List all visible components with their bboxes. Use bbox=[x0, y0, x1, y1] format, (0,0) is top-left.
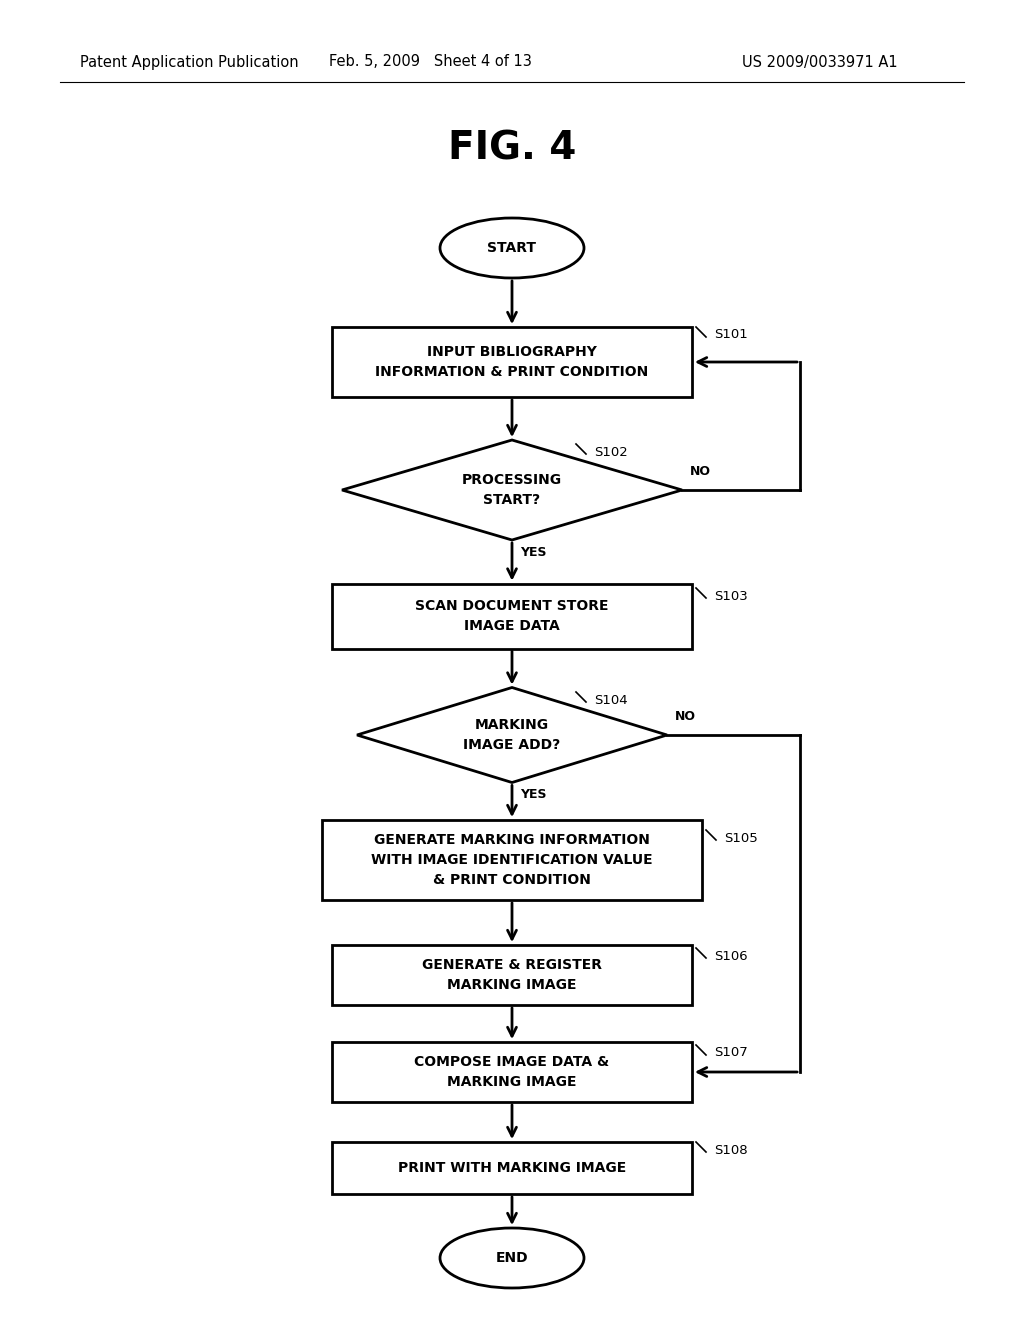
Bar bbox=[332, 1142, 692, 1195]
Text: S106: S106 bbox=[714, 949, 748, 962]
Text: YES: YES bbox=[520, 788, 547, 801]
Text: COMPOSE IMAGE DATA &
MARKING IMAGE: COMPOSE IMAGE DATA & MARKING IMAGE bbox=[415, 1055, 609, 1089]
Text: SCAN DOCUMENT STORE
IMAGE DATA: SCAN DOCUMENT STORE IMAGE DATA bbox=[416, 599, 608, 632]
Polygon shape bbox=[357, 688, 667, 783]
Polygon shape bbox=[342, 440, 682, 540]
Text: START: START bbox=[487, 242, 537, 255]
Text: NO: NO bbox=[675, 710, 696, 723]
Text: S107: S107 bbox=[714, 1047, 748, 1060]
Text: S103: S103 bbox=[714, 590, 748, 602]
Text: Feb. 5, 2009   Sheet 4 of 13: Feb. 5, 2009 Sheet 4 of 13 bbox=[329, 54, 531, 70]
Text: PROCESSING
START?: PROCESSING START? bbox=[462, 474, 562, 507]
Text: S108: S108 bbox=[714, 1143, 748, 1156]
Text: S105: S105 bbox=[724, 832, 758, 845]
Text: YES: YES bbox=[520, 546, 547, 558]
Bar bbox=[332, 1041, 692, 1102]
Text: MARKING
IMAGE ADD?: MARKING IMAGE ADD? bbox=[464, 718, 560, 752]
Ellipse shape bbox=[440, 218, 584, 279]
Text: S104: S104 bbox=[594, 693, 628, 706]
Text: PRINT WITH MARKING IMAGE: PRINT WITH MARKING IMAGE bbox=[398, 1162, 626, 1175]
Ellipse shape bbox=[440, 1228, 584, 1288]
Text: NO: NO bbox=[690, 465, 711, 478]
Bar bbox=[332, 945, 692, 1005]
Bar bbox=[322, 820, 702, 900]
Text: S102: S102 bbox=[594, 446, 628, 458]
Bar bbox=[332, 583, 692, 648]
Text: INPUT BIBLIOGRAPHY
INFORMATION & PRINT CONDITION: INPUT BIBLIOGRAPHY INFORMATION & PRINT C… bbox=[376, 346, 648, 379]
Text: US 2009/0033971 A1: US 2009/0033971 A1 bbox=[742, 54, 898, 70]
Text: GENERATE MARKING INFORMATION
WITH IMAGE IDENTIFICATION VALUE
& PRINT CONDITION: GENERATE MARKING INFORMATION WITH IMAGE … bbox=[371, 833, 653, 887]
Text: S101: S101 bbox=[714, 329, 748, 342]
Text: END: END bbox=[496, 1251, 528, 1265]
Bar bbox=[332, 327, 692, 397]
Text: FIG. 4: FIG. 4 bbox=[447, 129, 577, 168]
Text: Patent Application Publication: Patent Application Publication bbox=[80, 54, 299, 70]
Text: GENERATE & REGISTER
MARKING IMAGE: GENERATE & REGISTER MARKING IMAGE bbox=[422, 958, 602, 991]
